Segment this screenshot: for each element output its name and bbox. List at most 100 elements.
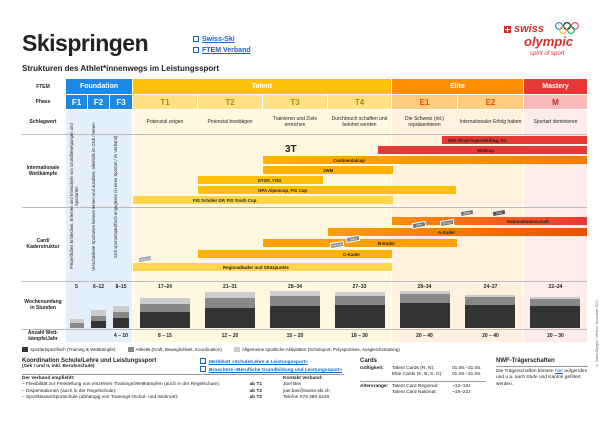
hours-f2: 6–12 <box>92 284 105 290</box>
divider <box>22 374 344 375</box>
row-label-weekly: Wochenumfang in Stunden <box>24 299 62 311</box>
link-broschuere[interactable]: Broschüre «Beruﬂiche Grundbildung und Le… <box>200 366 350 374</box>
copyright-note: © Swiss Olympic / Version: November 2021 <box>595 300 599 368</box>
bar-regionalkader: Regionalkader und Stützpunkte <box>133 263 392 271</box>
hours-t1: 17–24 <box>158 284 172 290</box>
bar-nationalmannschaft: Nationalmannschaft <box>392 217 587 225</box>
row-label-international: Internationale Wettkämpfe <box>26 165 60 177</box>
bar-jwm: JWM <box>263 166 393 174</box>
count-t4: 18 – 30 <box>351 333 368 339</box>
foundation-text-f2: Verschiedene Sportarten kennen lernen un… <box>91 122 96 271</box>
hour-stack-t2 <box>205 292 255 328</box>
bar-opa-fis-cup: OPA Alpencup, FIS Cup <box>198 186 456 194</box>
phase-f1: F1 <box>66 95 87 109</box>
count-t2: 12 – 20 <box>221 333 239 339</box>
group-mastery: Mastery <box>524 79 587 94</box>
hours-m: 22–24 <box>548 284 563 290</box>
legend-item: Allgemeine sportliche Aktivitäten (Schul… <box>233 347 400 352</box>
phase-t4: T4 <box>328 95 391 109</box>
cards-section: Cards Gültigkeit: Talent Cards (R, N): 01.… <box>360 358 486 396</box>
divider <box>22 329 587 330</box>
bar-eyof-yog: EYOF, YOG <box>198 176 323 184</box>
external-link-icon <box>193 47 199 53</box>
bar-fis-schueler: FIS Schüler GP, FIS Youth Cup <box>133 196 393 204</box>
legend-item: Sportartspezifisch (Training & Wettkämpf… <box>22 347 116 352</box>
link-ftem-verband[interactable]: FTEM Verband <box>193 45 251 56</box>
link-nwf-hier[interactable]: hier <box>554 369 563 374</box>
phase-m: M <box>524 95 587 109</box>
hour-stack-f1 <box>70 319 84 328</box>
legend-swatch <box>233 347 240 352</box>
slogan-e1: Die Schweiz (int.) repräsentieren <box>405 116 444 128</box>
slogan-t2: Potenzial bestätigen <box>207 119 253 125</box>
hours-t4: 27–33 <box>352 284 367 290</box>
group-elite: Elite <box>392 79 523 94</box>
recommendations: Der Verband empfiehlt: – Flexibilität zu… <box>22 376 262 400</box>
link-swiss-ski[interactable]: Swiss-Ski <box>193 34 251 45</box>
bar-b-kader: B-Kader <box>263 239 457 247</box>
external-link-icon <box>200 358 206 364</box>
count-t3: 15 – 20 <box>286 333 304 339</box>
legend-swatch <box>22 347 28 352</box>
coord-title: Koordination Schule/Lehre und Leistungss… <box>22 358 157 364</box>
phase-t3: T3 <box>263 95 327 109</box>
legend-swatch <box>127 347 134 352</box>
count-f3: 4 – 10 <box>114 333 128 339</box>
hour-stack-t3 <box>270 291 320 328</box>
swiss-cross-icon <box>504 26 511 33</box>
cards-title: Cards <box>360 358 378 364</box>
header-links: Swiss-Ski FTEM Verband <box>193 34 251 56</box>
page-subtitle: Strukturen des Athlet*innenwegs im Leist… <box>22 64 220 73</box>
hour-stack-t4 <box>335 292 385 328</box>
row-label-phase: Phase <box>35 99 51 105</box>
bar-continentalcup: Continentalcup <box>263 156 587 164</box>
hour-stack-f2 <box>91 310 106 328</box>
slogan-t4: Durchbruch schaffen und belohnt werden <box>331 116 388 128</box>
phase-e2: E2 <box>458 95 523 109</box>
slogan-t1: Potenzial zeigen <box>146 119 184 125</box>
coord-links: Merkblatt «Schule/Lehre & Leistungssport… <box>200 358 350 375</box>
external-link-icon <box>200 366 206 373</box>
hours-e2: 24–27 <box>483 284 498 290</box>
phase-f3: F3 <box>110 95 132 109</box>
hour-stack-t1 <box>140 298 190 328</box>
foundation-text-f3: Sich sportartspezifisch engagieren (in e… <box>113 135 118 258</box>
phase-t2: T2 <box>198 95 262 109</box>
bar-a-kader: A-Kader <box>328 228 587 236</box>
external-link-icon <box>193 36 199 42</box>
divider <box>22 207 587 208</box>
link-merkblatt[interactable]: Merkblatt «Schule/Lehre & Leistungssport… <box>200 358 350 366</box>
count-e2: 20 – 40 <box>482 333 499 339</box>
hours-t3: 28–34 <box>288 284 302 290</box>
hour-stack-e1 <box>400 291 450 328</box>
divider <box>360 380 486 382</box>
hours-f3: 8–15 <box>115 284 127 290</box>
slogan-m: Sportart dominieren <box>533 119 578 125</box>
row-label-card: Card/ Kaderstruktur <box>26 238 60 250</box>
contact-email[interactable]: joel.biei@swiss-ski.ch <box>283 388 330 394</box>
contact: Kontakt Verband: Joel Biei joel.biei@swi… <box>283 376 348 401</box>
hour-stack-f3 <box>113 306 129 328</box>
row-label-ftem: FTEM <box>36 83 50 90</box>
count-t1: 8 – 15 <box>158 333 172 339</box>
legend-item: Athletik (Kraft, Beweglichkeit, Koordina… <box>127 347 222 352</box>
hour-stack-m <box>530 297 580 328</box>
count-m: 20 – 30 <box>547 333 564 339</box>
group-foundation: Foundation <box>66 79 132 94</box>
hours-e1: 28–34 <box>417 284 432 290</box>
bar-weltcup: Weltcup <box>378 146 587 154</box>
four-hills-logo: 3T <box>285 144 297 155</box>
legend: Sportartspezifisch (Training & Wettkämpf… <box>22 347 400 352</box>
group-talent: Talent <box>133 79 391 94</box>
divider <box>22 281 587 282</box>
foundation-bg <box>66 110 132 342</box>
divider <box>22 134 587 135</box>
page-title: Skispringen <box>22 30 149 56</box>
count-e1: 20 – 40 <box>416 333 433 339</box>
bar-c-kader: C-Kader <box>198 250 392 258</box>
hours-t2: 21–31 <box>223 284 237 290</box>
divider <box>496 366 588 367</box>
row-label-count: Anzahl Wett-kämpfe/Jahr <box>27 330 59 342</box>
hours-f1: 5 <box>75 284 78 290</box>
nwf-title: NWF-Trägerschaften <box>496 358 555 364</box>
